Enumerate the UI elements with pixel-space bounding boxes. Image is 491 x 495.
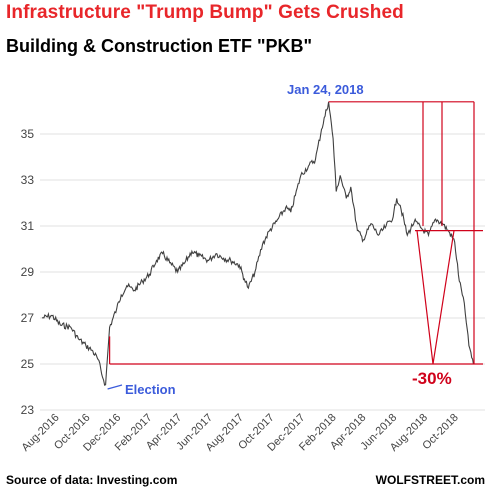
y-tick-label: 33 (21, 173, 35, 187)
chart-title: Infrastructure "Trump Bump" Gets Crushed (6, 2, 404, 23)
election-label: Election (125, 382, 176, 397)
y-tick-label: 27 (21, 311, 35, 325)
drop-percent-label: -30% (412, 369, 452, 388)
y-tick-label: 25 (21, 357, 35, 371)
y-tick-label: 35 (21, 127, 35, 141)
y-tick-label: 23 (21, 403, 35, 417)
drop-v-marker (416, 230, 455, 365)
brand-label: WOLFSTREET.com (375, 473, 485, 487)
series-line-pkb (41, 101, 474, 386)
y-axis: 23 25 27 29 31 33 35 (21, 127, 35, 417)
election-pointer (107, 384, 123, 390)
chart-subtitle: Building & Construction ETF "PKB" (6, 36, 313, 56)
y-tick-label: 29 (21, 265, 35, 279)
annotations-layer: Jan 24, 2018 Election -30% (107, 82, 483, 397)
source-note: Source of data: Investing.com (6, 473, 178, 487)
x-axis: Aug-2016Oct-2016Dec-2016Feb-2017Apr-2017… (20, 412, 461, 454)
peak-date-label: Jan 24, 2018 (287, 82, 364, 97)
series-layer (41, 101, 474, 386)
y-tick-label: 31 (21, 219, 35, 233)
